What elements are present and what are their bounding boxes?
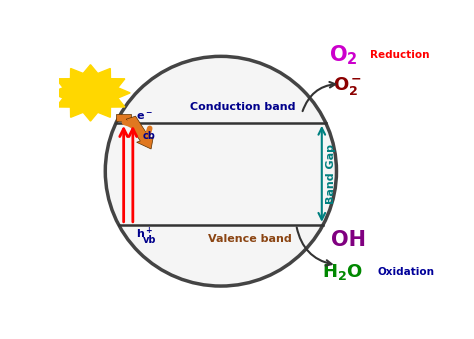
Text: Valence band: Valence band <box>209 234 292 244</box>
Ellipse shape <box>105 56 337 286</box>
Text: $\mathbf{h^+}$: $\mathbf{h^+}$ <box>136 226 153 241</box>
Polygon shape <box>56 79 71 88</box>
Polygon shape <box>110 98 125 107</box>
Text: $\mathbf{H_2O}$: $\mathbf{H_2O}$ <box>322 262 363 282</box>
FancyArrow shape <box>116 114 131 121</box>
Polygon shape <box>51 88 63 98</box>
Polygon shape <box>98 107 110 117</box>
Text: $\mathbf{O_2^-}$: $\mathbf{O_2^-}$ <box>333 75 362 97</box>
Polygon shape <box>71 107 83 117</box>
Polygon shape <box>83 65 98 74</box>
Circle shape <box>63 73 118 113</box>
Text: Band Gap: Band Gap <box>326 144 336 204</box>
Polygon shape <box>110 79 125 88</box>
Text: vb: vb <box>143 235 156 245</box>
Text: Reduction: Reduction <box>370 50 429 60</box>
Text: Conduction band: Conduction band <box>190 102 296 113</box>
Polygon shape <box>56 98 71 107</box>
Polygon shape <box>83 112 98 121</box>
Text: cb: cb <box>142 131 155 141</box>
Text: $\mathbf{e^-}$: $\mathbf{e^-}$ <box>136 110 153 122</box>
Polygon shape <box>98 68 110 79</box>
Polygon shape <box>118 88 130 98</box>
Text: OH: OH <box>331 231 366 251</box>
Polygon shape <box>71 68 83 79</box>
Text: Oxidation: Oxidation <box>377 267 434 277</box>
Text: $\mathbf{O_2}$: $\mathbf{O_2}$ <box>329 43 358 67</box>
FancyArrow shape <box>126 116 153 149</box>
